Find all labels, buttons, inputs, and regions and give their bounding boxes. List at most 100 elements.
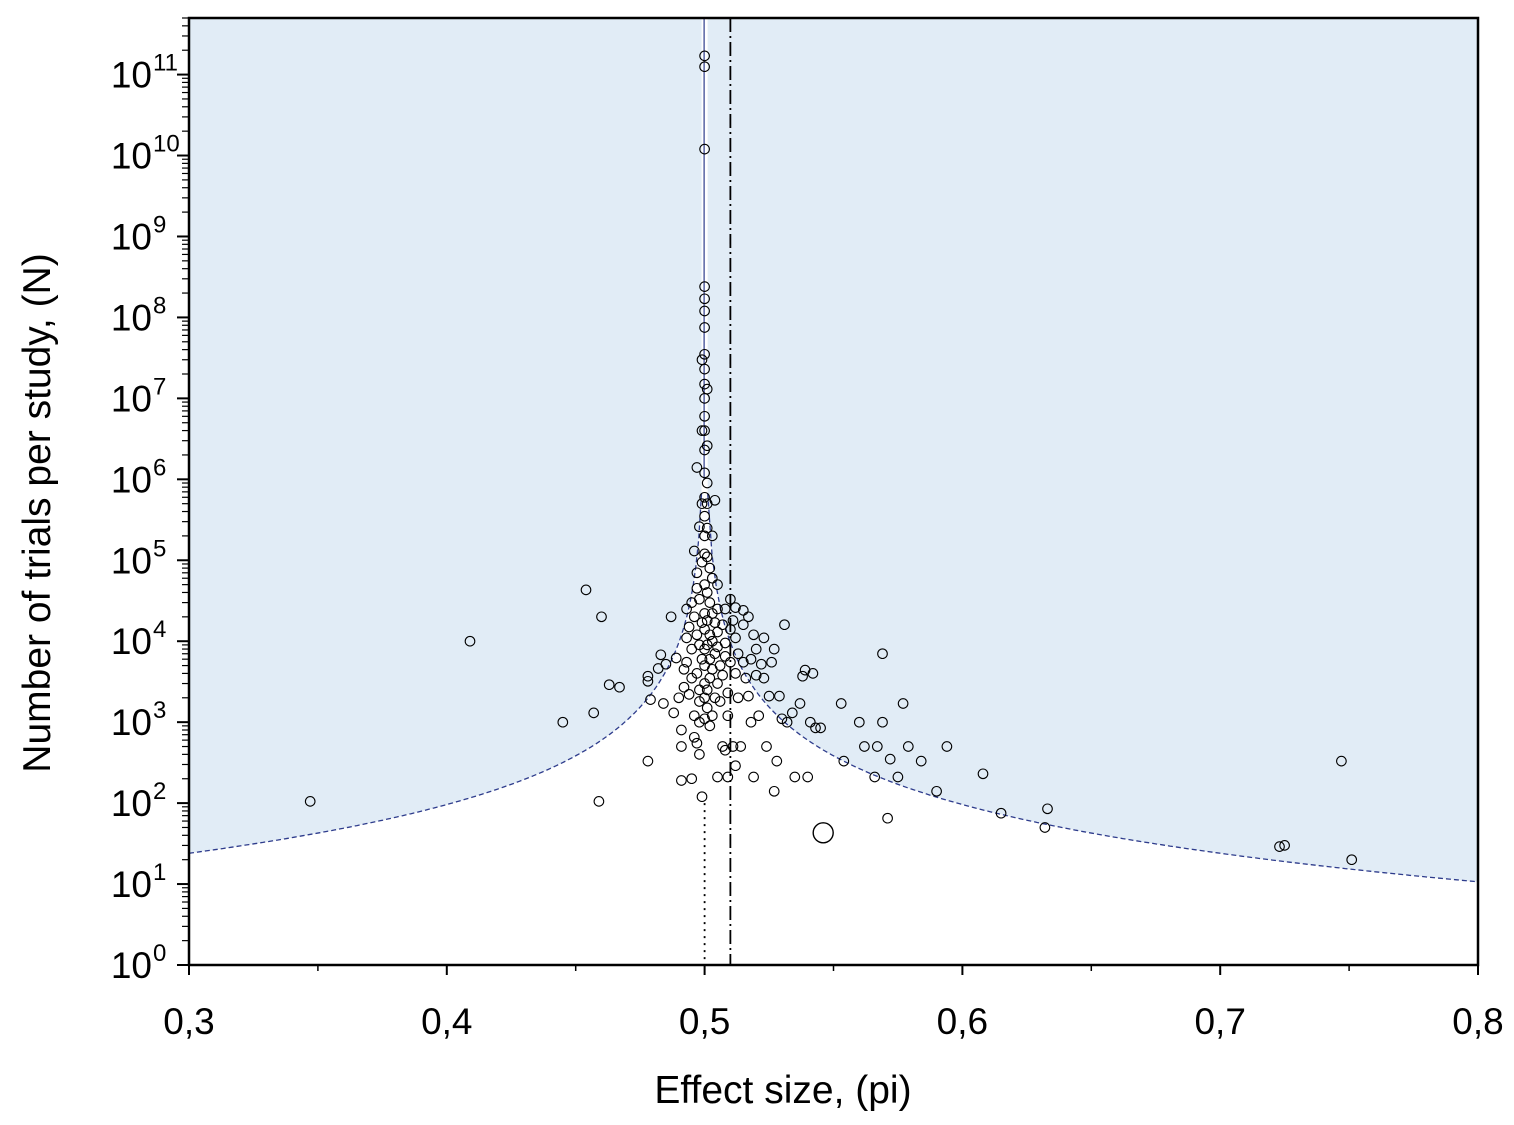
data-point <box>699 348 710 360</box>
data-point <box>1346 854 1358 866</box>
data-point <box>789 771 801 783</box>
data-point <box>699 491 710 503</box>
data-point <box>722 771 734 783</box>
data-point <box>614 681 625 693</box>
y-tick-label: 10 <box>111 540 152 581</box>
data-point <box>1279 840 1290 851</box>
data-point <box>761 741 772 752</box>
data-point <box>699 281 710 292</box>
data-point <box>596 611 607 623</box>
plot-frame <box>187 16 1480 967</box>
x-tick-label: 0,3 <box>163 1001 214 1042</box>
data-point <box>665 611 677 623</box>
data-point <box>748 629 759 641</box>
y-tick-exponent: 2 <box>153 778 166 805</box>
data-point <box>871 741 883 752</box>
data-point <box>688 731 700 743</box>
data-point <box>691 629 703 641</box>
y-tick-label: 10 <box>111 216 152 257</box>
data-point <box>743 690 754 702</box>
data-point <box>704 629 716 641</box>
x-tick-label: 0,5 <box>679 1001 730 1042</box>
data-point <box>676 724 687 736</box>
data-point <box>758 632 770 644</box>
data-point <box>727 615 739 626</box>
y-axis-title: Number of trials per study, (N) <box>16 253 59 772</box>
data-point <box>691 737 703 749</box>
data-point <box>699 61 710 73</box>
data-point <box>859 741 870 752</box>
data-point <box>676 775 687 786</box>
y-tick-label: 10 <box>111 297 152 338</box>
data-point <box>797 670 808 682</box>
x-tick-label: 0,7 <box>1194 1001 1245 1042</box>
data-point <box>699 293 710 305</box>
data-point <box>802 771 814 783</box>
data-point <box>699 467 710 479</box>
data-point <box>670 652 682 664</box>
data-point <box>1039 822 1051 833</box>
data-point <box>794 698 806 709</box>
data-point <box>712 626 723 638</box>
y-tick-label: 10 <box>111 459 152 500</box>
data-point <box>755 658 767 670</box>
data-point <box>694 684 705 696</box>
y-tick-label: 10 <box>111 136 152 177</box>
data-point <box>717 619 728 631</box>
data-point <box>725 593 736 605</box>
data-point <box>696 498 708 510</box>
y-tick-label: 10 <box>111 378 152 419</box>
y-tick-exponent: 8 <box>153 292 166 319</box>
data-point <box>688 710 700 722</box>
data-point <box>699 713 710 725</box>
data-point <box>774 690 785 702</box>
data-point <box>704 562 716 574</box>
data-point <box>696 653 708 665</box>
data-point <box>704 720 716 732</box>
data-point <box>897 698 909 709</box>
data-point <box>753 710 765 722</box>
data-point <box>701 587 713 598</box>
data-point <box>902 741 914 752</box>
x-tick-label: 0,6 <box>937 1001 988 1042</box>
data-point <box>676 741 687 752</box>
data-point <box>709 494 721 506</box>
data-point <box>771 755 783 767</box>
data-point <box>588 707 600 719</box>
data-point <box>699 305 710 317</box>
data-point <box>835 698 847 709</box>
data-point <box>810 722 821 734</box>
data-point <box>730 602 741 613</box>
y-tick-label: 10 <box>111 702 152 743</box>
data-point <box>730 632 741 644</box>
y-tick-exponent: 3 <box>153 697 166 724</box>
data-point <box>699 143 710 155</box>
y-tick-label: 10 <box>111 864 152 905</box>
data-point <box>678 681 690 693</box>
y-tick-exponent: 5 <box>153 535 166 562</box>
data-point <box>699 425 710 436</box>
y-tick-exponent: 7 <box>153 373 166 400</box>
y-tick-exponent: 6 <box>153 454 166 481</box>
data-point <box>699 579 710 590</box>
data-point <box>766 656 777 668</box>
data-point <box>464 635 476 647</box>
data-point <box>557 716 569 728</box>
data-point <box>725 656 736 668</box>
data-point <box>701 615 713 626</box>
data-point <box>709 648 721 660</box>
data-point <box>712 771 723 783</box>
y-tick-exponent: 1 <box>153 859 166 886</box>
data-point <box>745 716 757 728</box>
funnel-boundary-right <box>707 493 1478 883</box>
data-point <box>735 741 747 752</box>
data-point <box>884 753 896 765</box>
data-point <box>781 716 793 728</box>
data-point <box>701 551 713 563</box>
y-tick-exponent: 11 <box>153 50 178 77</box>
data-point <box>758 672 770 684</box>
data-point <box>931 785 942 797</box>
data-point <box>701 702 713 714</box>
data-point <box>706 710 718 722</box>
